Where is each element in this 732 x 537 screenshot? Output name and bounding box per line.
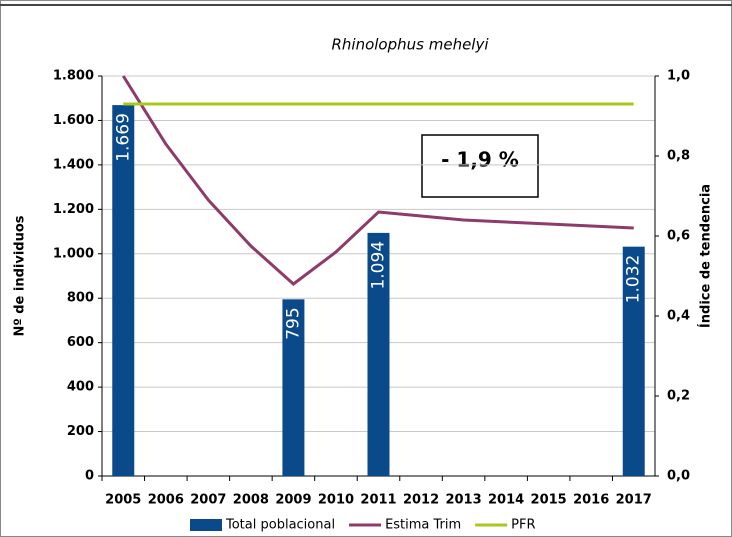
x-tick-label: 2011 xyxy=(360,493,396,508)
y-tick-label: 800 xyxy=(67,291,94,306)
y-axis-label: Nº de individuos xyxy=(13,215,28,336)
bar xyxy=(367,232,390,476)
y-tick-label: 0 xyxy=(85,469,94,484)
bar-value-label: 1.094 xyxy=(369,241,389,290)
x-tick-label: 2012 xyxy=(403,493,439,508)
x-tick-label: 2014 xyxy=(488,493,524,508)
y2-tick-label: 1,0 xyxy=(667,69,690,84)
bar-value-label: 795 xyxy=(283,307,303,339)
y2-tick-label: 0,2 xyxy=(667,389,690,404)
y-tick-label: 1.000 xyxy=(53,246,94,261)
bar-value-label: 1.669 xyxy=(113,113,133,162)
legend-label: Total poblacional xyxy=(225,518,335,533)
x-tick-label: 2013 xyxy=(445,493,481,508)
legend-swatch xyxy=(190,519,222,531)
x-tick-label: 2005 xyxy=(105,493,141,508)
line-series xyxy=(121,75,634,286)
y2-tick-label: 0,8 xyxy=(667,149,690,164)
x-tick-label: 2006 xyxy=(148,493,184,508)
x-tick-label: 2017 xyxy=(616,493,652,508)
x-tick-label: 2016 xyxy=(573,493,609,508)
y2-axis-label: Índice de tendencia xyxy=(698,184,714,328)
x-tick-label: 2015 xyxy=(531,493,567,508)
y-tick-label: 400 xyxy=(67,380,94,395)
bar xyxy=(622,246,645,476)
y-tick-label: 1.800 xyxy=(53,69,94,84)
y2-tick-label: 0,4 xyxy=(667,309,690,324)
x-tick-label: 2009 xyxy=(275,493,311,508)
bar xyxy=(282,299,305,476)
y-tick-label: 1.600 xyxy=(53,113,94,128)
y-tick-label: 1.200 xyxy=(53,202,94,217)
chart-title: Rhinolophus mehelyi xyxy=(331,36,489,54)
y-tick-label: 200 xyxy=(67,424,94,439)
legend-label: PFR xyxy=(511,518,535,533)
bar xyxy=(112,105,135,476)
annotation: - 1,9 % xyxy=(441,148,519,172)
bar-value-label: 1.032 xyxy=(624,255,644,304)
y-tick-label: 600 xyxy=(67,335,94,350)
y2-tick-label: 0,0 xyxy=(667,469,690,484)
y2-tick-label: 0,6 xyxy=(667,229,690,244)
y-tick-label: 1.400 xyxy=(53,157,94,172)
x-tick-label: 2008 xyxy=(233,493,269,508)
annotation-box xyxy=(421,134,539,198)
x-tick-label: 2007 xyxy=(190,493,226,508)
x-tick-label: 2010 xyxy=(318,493,354,508)
legend-label: Estima Trim xyxy=(385,518,461,533)
